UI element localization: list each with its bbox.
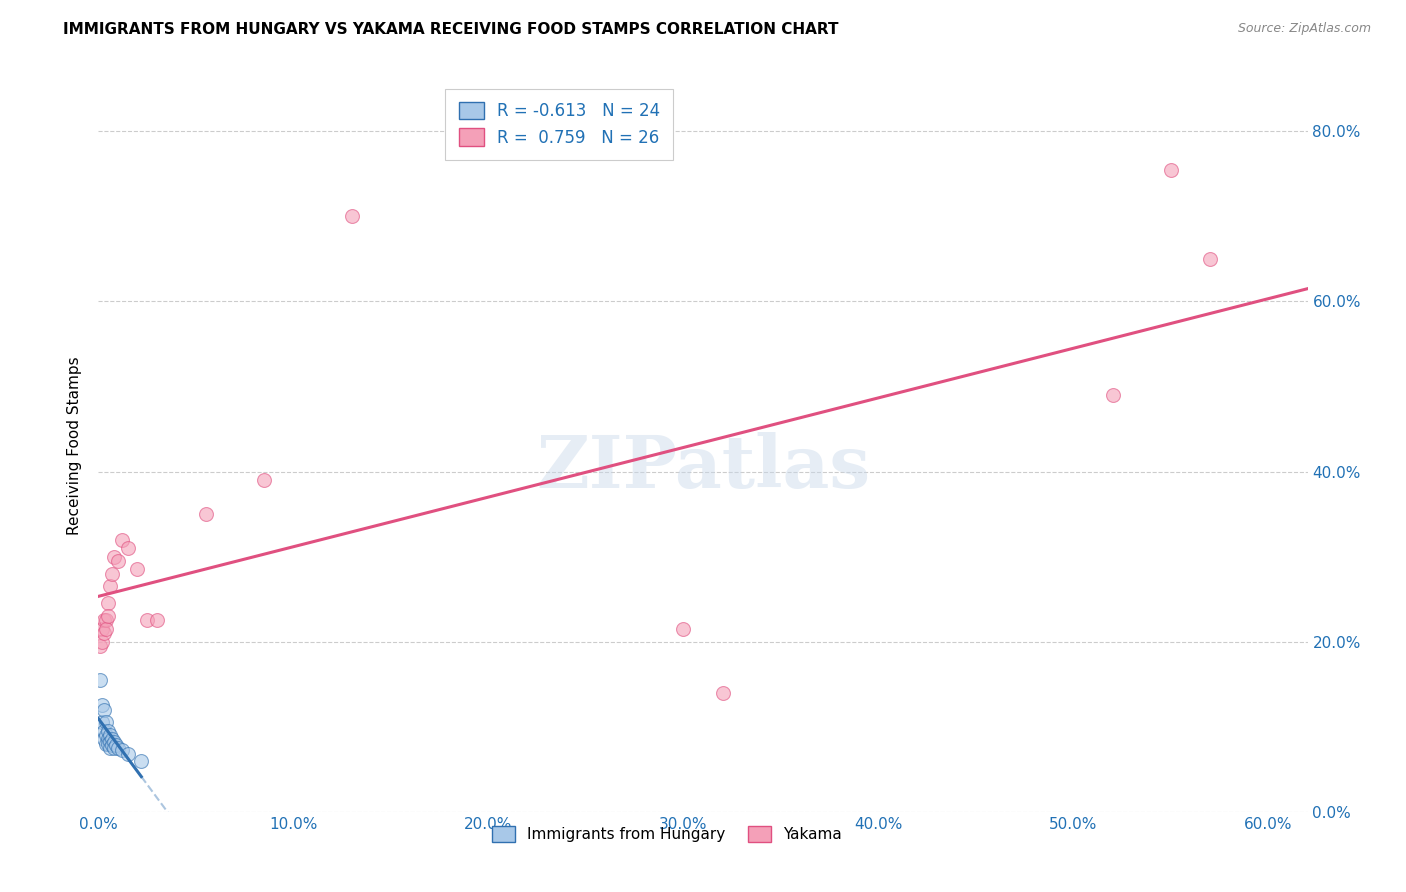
Point: [93, 613, 115, 627]
Point: [146, 613, 169, 627]
Point: [97, 596, 120, 610]
Point: [194, 507, 217, 521]
Point: [93, 626, 115, 640]
Point: [1160, 162, 1182, 177]
Point: [104, 739, 127, 753]
Point: [96, 715, 118, 730]
Point: [98, 728, 121, 742]
Point: [98, 735, 121, 749]
Point: [89, 673, 111, 687]
Point: [340, 210, 363, 224]
Point: [93, 703, 115, 717]
Point: [91, 698, 114, 713]
Legend: Immigrants from Hungary, Yakama: Immigrants from Hungary, Yakama: [485, 820, 848, 848]
Point: [97, 732, 120, 747]
Point: [1199, 252, 1222, 266]
Text: Source: ZipAtlas.com: Source: ZipAtlas.com: [1237, 22, 1371, 36]
Point: [103, 740, 125, 755]
Point: [97, 723, 120, 738]
Point: [91, 715, 114, 730]
Point: [89, 639, 111, 653]
Point: [253, 473, 276, 487]
Point: [103, 735, 125, 749]
Point: [107, 740, 129, 755]
Point: [98, 579, 121, 593]
Point: [111, 743, 134, 757]
Point: [98, 740, 121, 755]
Point: [96, 737, 118, 751]
Text: IMMIGRANTS FROM HUNGARY VS YAKAMA RECEIVING FOOD STAMPS CORRELATION CHART: IMMIGRANTS FROM HUNGARY VS YAKAMA RECEIV…: [63, 22, 839, 37]
Point: [117, 541, 139, 555]
Y-axis label: Receiving Food Stamps: Receiving Food Stamps: [67, 357, 83, 535]
Point: [672, 622, 695, 636]
Point: [96, 613, 118, 627]
Point: [111, 533, 134, 547]
Point: [97, 609, 120, 624]
Text: ZIPatlas: ZIPatlas: [536, 433, 870, 503]
Point: [107, 554, 129, 568]
Point: [101, 566, 124, 581]
Point: [93, 723, 115, 738]
Point: [117, 747, 139, 761]
Point: [103, 549, 125, 564]
Point: [711, 686, 734, 700]
Point: [96, 728, 118, 742]
Point: [97, 737, 120, 751]
Point: [91, 622, 114, 636]
Point: [127, 562, 149, 576]
Point: [96, 622, 118, 636]
Point: [1101, 388, 1123, 402]
Point: [91, 634, 114, 648]
Point: [136, 613, 159, 627]
Point: [93, 732, 115, 747]
Point: [101, 732, 124, 747]
Point: [131, 754, 153, 768]
Point: [101, 739, 124, 753]
